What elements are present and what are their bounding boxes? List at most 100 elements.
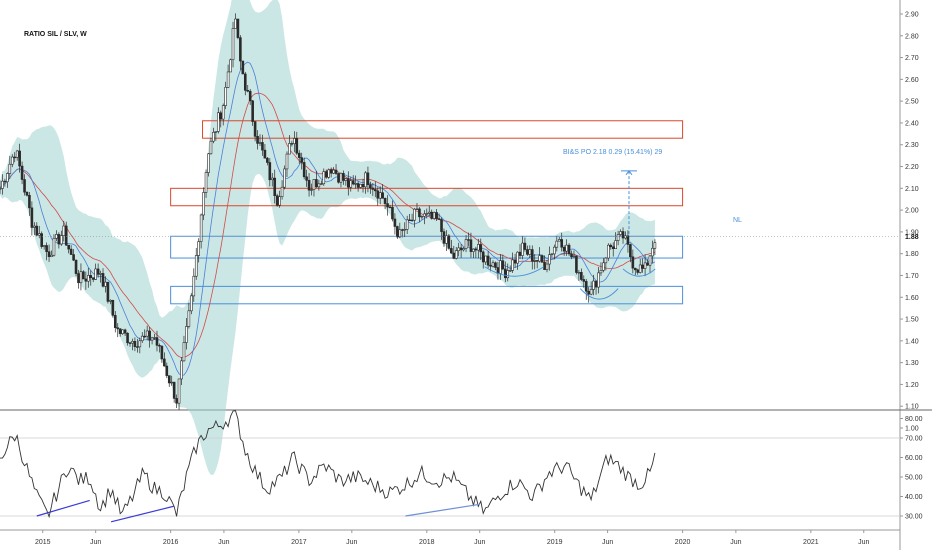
rsi-tick-label: 30.00 (905, 514, 923, 521)
candle-body (94, 268, 97, 280)
time-tick-label: 2016 (163, 539, 179, 546)
candle-body (251, 100, 254, 122)
candle-body (82, 271, 85, 280)
time-tick-label: Jun (90, 539, 101, 546)
candle-body (45, 245, 48, 252)
candle-body (18, 150, 21, 167)
candle-body (155, 337, 159, 346)
candle-body (275, 195, 279, 206)
candle-body (212, 132, 215, 142)
candle-body (587, 290, 590, 295)
candle-body (300, 157, 304, 163)
candle-body (320, 183, 323, 185)
candle-body (391, 207, 394, 220)
candle-body (104, 281, 107, 287)
candle-body (572, 255, 576, 258)
candle-body (383, 198, 387, 204)
time-tick-label: Jun (602, 539, 613, 546)
candle-body (508, 270, 512, 272)
candle-body (584, 281, 588, 292)
candle-body (229, 59, 232, 73)
chart-title: RATIO SIL / SLV, W (24, 31, 87, 38)
candle-body (77, 273, 80, 284)
candle-body (79, 271, 83, 284)
candle-body (469, 239, 473, 252)
candle-body (503, 268, 507, 279)
time-tick-label: 2017 (291, 539, 307, 546)
candle-body (126, 332, 129, 344)
candle-body (651, 247, 654, 257)
candle-body (479, 244, 483, 253)
candle-body (87, 275, 90, 282)
candle-body (540, 255, 544, 263)
candle-body (118, 328, 122, 334)
rsi-tick-label: 50.00 (905, 475, 923, 482)
candle-body (96, 268, 100, 275)
candle-body (273, 177, 277, 196)
candle-body (62, 225, 66, 236)
candle-body (378, 192, 382, 199)
candle-body (74, 259, 78, 274)
candle-body (8, 163, 12, 174)
candle-body (349, 180, 353, 188)
candle-body (393, 218, 397, 227)
candle-body (452, 252, 456, 259)
candle-body (646, 262, 649, 266)
candle-body (278, 196, 281, 206)
candle-body (185, 326, 188, 343)
candle-body (602, 262, 605, 271)
candle-body (523, 242, 527, 250)
candle-body (60, 235, 63, 245)
candle-body (182, 342, 186, 362)
candle-body (234, 18, 237, 29)
candle-body (20, 165, 24, 180)
candle-body (167, 375, 171, 384)
rsi-tick-label: 80.00 (905, 416, 923, 423)
candle-body (462, 248, 465, 251)
candle-body (302, 162, 306, 178)
candle-body (592, 280, 595, 290)
time-tick-label: Jun (858, 539, 869, 546)
candle-body (194, 255, 198, 277)
candle-body (557, 239, 561, 242)
divergence-line-1 (110, 505, 174, 523)
candle-body (131, 341, 134, 344)
candle-body (283, 168, 286, 188)
candle-body (33, 225, 36, 228)
candle-body (13, 156, 17, 159)
candle-body (190, 295, 193, 312)
price-tick-label: 2.20 (905, 164, 919, 171)
candle-body (197, 241, 200, 256)
pattern-arc-1 (579, 288, 619, 300)
last-price-label: 1.88 (905, 234, 919, 241)
time-tick-label: Jun (218, 539, 229, 546)
candle-body (398, 229, 402, 238)
candle-body (545, 263, 549, 270)
time-tick-label: Jun (474, 539, 485, 546)
candle-body (356, 183, 360, 188)
candle-body (582, 279, 586, 282)
price-tick-label: 1.10 (905, 404, 919, 411)
candle-body (565, 244, 568, 252)
candle-body (371, 187, 375, 190)
candle-body (204, 172, 208, 193)
candle-body (253, 121, 257, 137)
candle-body (256, 136, 259, 144)
candle-body (457, 247, 460, 251)
candle-body (339, 173, 343, 183)
candle-body (143, 335, 147, 338)
candle-body (285, 153, 289, 170)
candle-body (580, 272, 583, 280)
candle-body (614, 240, 617, 249)
candle-body (467, 239, 470, 241)
price-tick-label: 2.40 (905, 120, 919, 127)
candle-body (481, 251, 485, 263)
candle-body (23, 179, 26, 193)
candle-body (589, 289, 593, 295)
candle-body (351, 180, 355, 185)
candle-body (513, 259, 517, 264)
candle-body (42, 245, 46, 247)
candle-body (459, 247, 463, 251)
candle-body (597, 272, 600, 288)
